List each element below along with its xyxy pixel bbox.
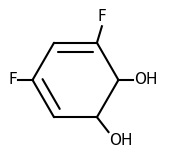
Text: F: F bbox=[98, 9, 106, 24]
Text: OH: OH bbox=[109, 133, 133, 148]
Text: OH: OH bbox=[134, 73, 158, 87]
Text: F: F bbox=[8, 73, 17, 87]
